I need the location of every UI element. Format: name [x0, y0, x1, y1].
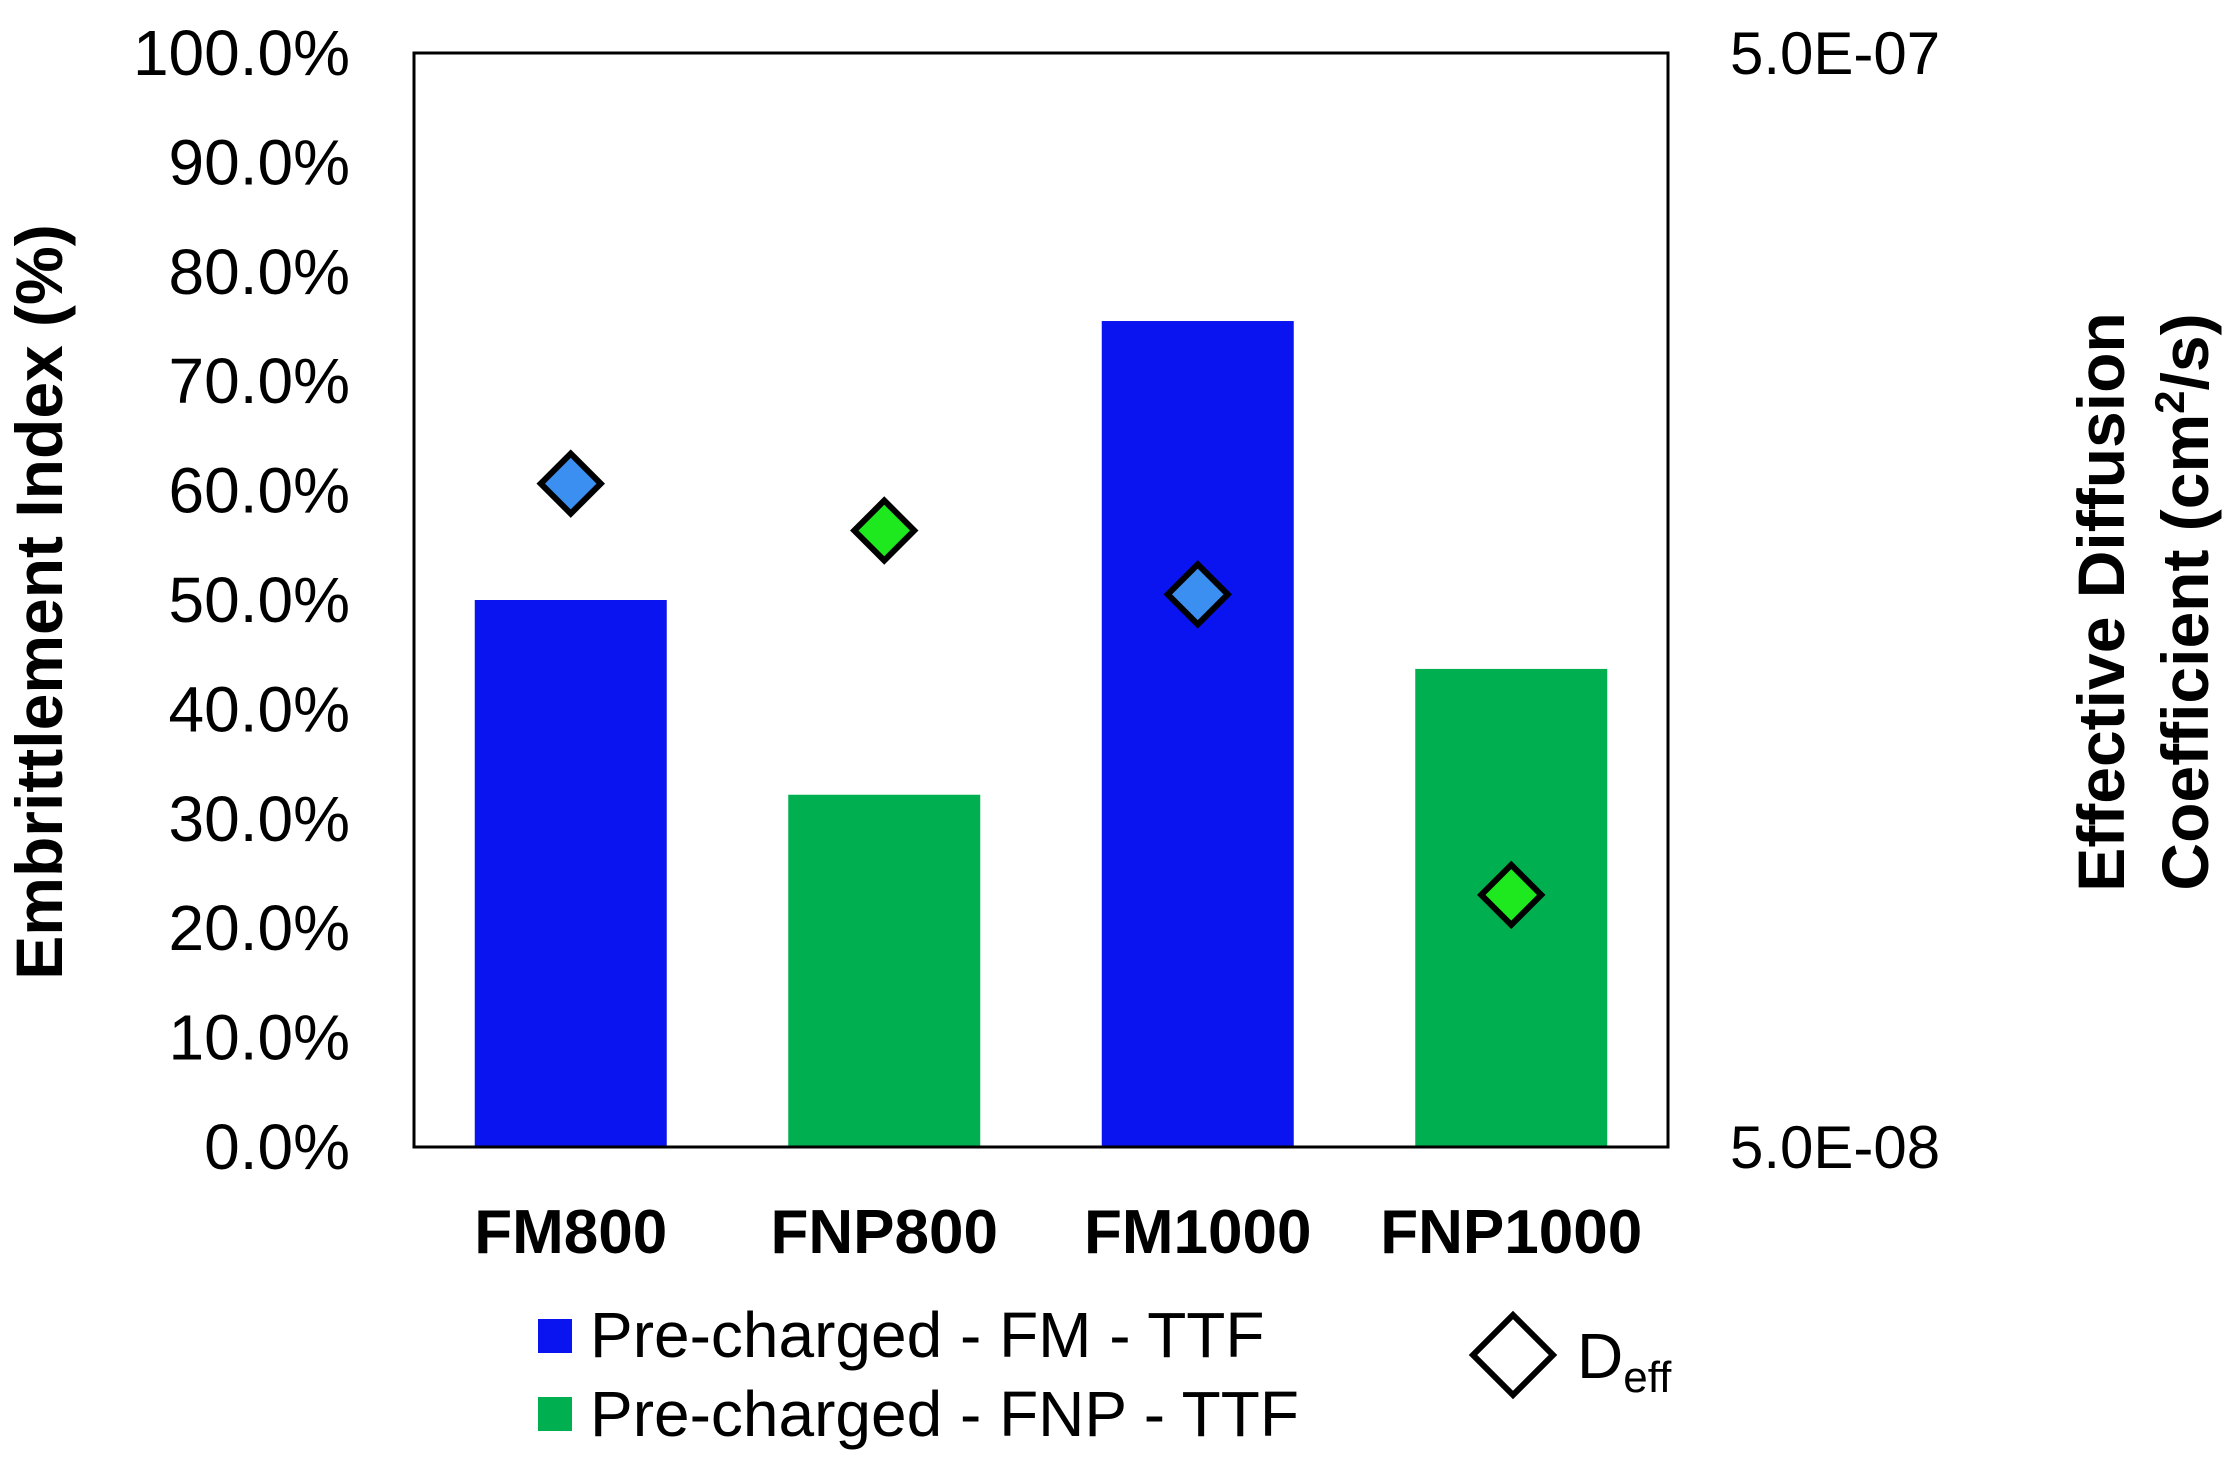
x-tick-label: FNP1000 — [1380, 1198, 1642, 1267]
legend-label-fnp: Pre-charged - FNP - TTF — [590, 1378, 1299, 1450]
y-tick-label: 90.0% — [169, 126, 350, 198]
right-axis-title-line2: Coefficient (cm2/s) — [2146, 313, 2222, 890]
bar — [474, 600, 667, 1147]
legend-swatch-fnp — [538, 1397, 572, 1431]
legend-swatch-fm — [538, 1319, 572, 1353]
y-tick-label: 10.0% — [169, 1002, 350, 1074]
bars — [474, 321, 1608, 1147]
deff-markers — [536, 449, 1546, 930]
legend-label-deff: Deff — [1577, 1320, 1672, 1402]
right-axis-ticks: 5.0E-08 5.0E-07 — [1730, 20, 1940, 1181]
y-tick-label: 40.0% — [169, 673, 350, 745]
y-tick-label: 50.0% — [169, 564, 350, 636]
right-tick-label: 5.0E-07 — [1730, 20, 1940, 87]
y-axis-title: Embrittlement Index (%) — [2, 224, 76, 979]
deff-marker — [850, 496, 919, 565]
deff-marker — [536, 449, 605, 518]
x-axis-ticks: FM800 FNP800 FM1000 FNP1000 — [474, 1198, 1642, 1267]
right-axis-title-line1: Effective Diffusion — [2064, 312, 2138, 891]
y-tick-label: 20.0% — [169, 892, 350, 964]
bar — [1101, 321, 1294, 1147]
y-tick-label: 30.0% — [169, 783, 350, 855]
y-tick-label: 100.0% — [133, 17, 350, 89]
y-tick-label: 60.0% — [169, 455, 350, 527]
bar — [788, 794, 981, 1147]
x-tick-label: FM800 — [474, 1198, 667, 1267]
x-tick-label: FNP800 — [771, 1198, 998, 1267]
right-tick-label: 5.0E-08 — [1730, 1114, 1940, 1181]
y-axis-ticks: 0.0% 10.0% 20.0% 30.0% 40.0% 50.0% 60.0% 70.0% 8… — [133, 17, 350, 1183]
legend: Pre-charged - FM - TTF Pre-charged - FNP… — [538, 1299, 1672, 1450]
x-tick-label: FM1000 — [1084, 1198, 1311, 1267]
y-tick-label: 80.0% — [169, 236, 350, 308]
y-tick-label: 70.0% — [169, 345, 350, 417]
y-tick-label: 0.0% — [204, 1111, 350, 1183]
deff-marker — [1163, 560, 1232, 629]
plot-frame — [412, 51, 1670, 1149]
deff-marker — [1477, 860, 1546, 930]
legend-label-fm: Pre-charged - FM - TTF — [590, 1299, 1264, 1371]
legend-diamond-icon — [1468, 1310, 1558, 1400]
